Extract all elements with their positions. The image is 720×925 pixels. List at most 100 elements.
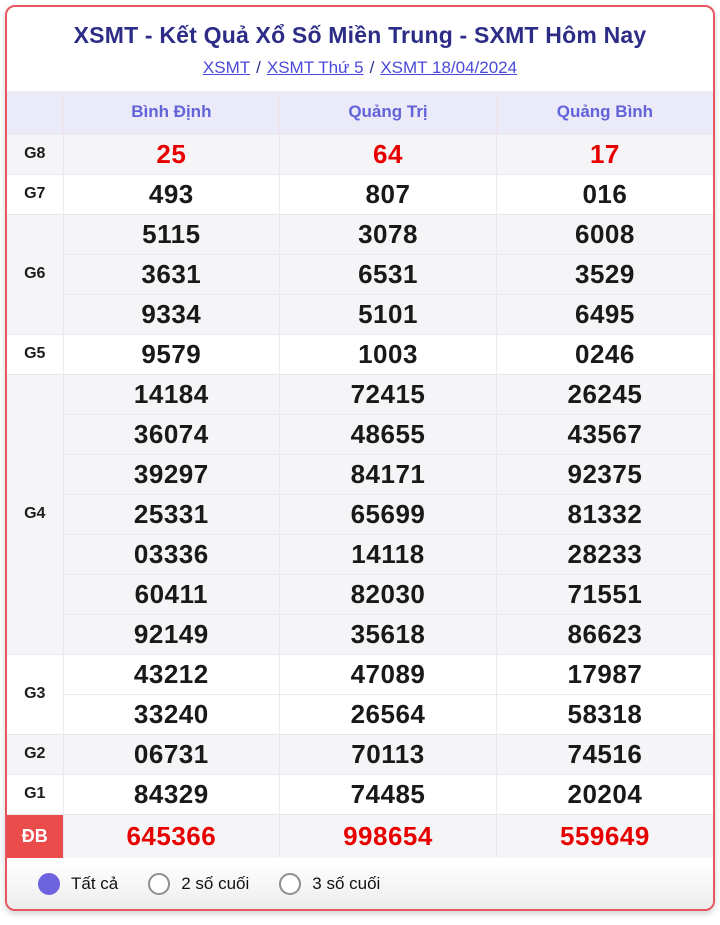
prize-value: 06731	[62, 733, 280, 774]
prize-value: 3078	[279, 213, 497, 254]
prize-value: 92149	[62, 613, 280, 654]
prize-value: 6495	[495, 293, 713, 334]
prize-value: 72415	[279, 373, 497, 414]
prize-value: 26245	[495, 373, 713, 414]
prize-value: 84171	[279, 453, 497, 494]
prize-label-g8: G8	[7, 133, 63, 174]
table-row: 9334 5101 6495	[7, 293, 713, 334]
table-row: 39297 84171 92375	[7, 453, 713, 494]
table-row: G4 14184 72415 26245	[7, 373, 713, 654]
prize-value: 14118	[279, 533, 497, 574]
table-row: 36074 48655 43567	[7, 413, 713, 454]
breadcrumb-link[interactable]: XSMT Thứ 5	[266, 58, 364, 77]
table-row: G8 25 64 17	[7, 133, 713, 174]
prize-value: 3631	[62, 253, 280, 294]
prize-value: 35618	[279, 613, 497, 654]
prize-label-g3: G3	[7, 653, 63, 734]
filter-option[interactable]: 2 số cuối	[148, 872, 250, 895]
prize-value: 48655	[279, 413, 497, 454]
filter-option-label: 3 số cuối	[312, 873, 381, 893]
prize-value: 74485	[279, 773, 497, 814]
prize-value: 58318	[495, 693, 713, 734]
prize-value: 81332	[495, 493, 713, 534]
radio-unselected-icon[interactable]	[279, 872, 302, 895]
table-row: G7 493 807 016	[7, 173, 713, 214]
prize-label-g4: G4	[7, 373, 63, 654]
prize-value: 60411	[62, 573, 280, 614]
prize-value: 493	[62, 173, 280, 214]
prize-label-g1: G1	[7, 773, 63, 814]
breadcrumb-link[interactable]: XSMT	[202, 58, 251, 77]
prize-value: 74516	[495, 733, 713, 774]
prize-value: 20204	[495, 773, 713, 814]
prize-label-column-header	[7, 91, 63, 134]
filter-options: Tất cả 2 số cuối 3 số cuối	[7, 858, 713, 909]
prize-value: 559649	[495, 813, 713, 858]
prize-value: 84329	[62, 773, 280, 814]
prize-value: 65699	[279, 493, 497, 534]
table-row: G3 43212 47089 17987	[7, 653, 713, 734]
prize-value: 64	[279, 133, 497, 174]
table-row: 33240 26564 58318	[7, 693, 713, 734]
prize-value: 6531	[279, 253, 497, 294]
column-header-2: Quảng Bình	[495, 91, 713, 134]
table-row: 3631 6531 3529	[7, 253, 713, 294]
prize-label-db: ĐB	[7, 813, 63, 858]
radio-selected-icon[interactable]	[38, 872, 60, 895]
prize-value: 3529	[495, 253, 713, 294]
prize-value: 28233	[495, 533, 713, 574]
prize-value: 5101	[279, 293, 497, 334]
page-title: XSMT - Kết Quả Xổ Số Miền Trung - SXMT H…	[73, 22, 647, 48]
breadcrumb-link[interactable]: XSMT 18/04/2024	[380, 58, 518, 77]
filter-option[interactable]: Tất cả	[38, 872, 119, 895]
lottery-results-card: XSMT - Kết Quả Xổ Số Miền Trung - SXMT H…	[5, 5, 715, 911]
prize-label-g6: G6	[7, 213, 63, 334]
prize-value: 25	[62, 133, 280, 174]
prize-value: 25331	[62, 493, 280, 534]
breadcrumb-separator: /	[369, 58, 375, 77]
radio-unselected-icon[interactable]	[148, 872, 171, 895]
prize-value: 36074	[62, 413, 280, 454]
prize-value: 92375	[495, 453, 713, 494]
table-row: 03336 14118 28233	[7, 533, 713, 574]
table-row: 25331 65699 81332	[7, 493, 713, 534]
table-row: G5 9579 1003 0246	[7, 333, 713, 374]
prize-label-g5: G5	[7, 333, 63, 374]
prize-value: 6008	[495, 213, 713, 254]
prize-value: 82030	[279, 573, 497, 614]
prize-value: 17	[495, 133, 713, 174]
column-header-0: Bình Định	[62, 91, 280, 134]
filter-option-label: 2 số cuối	[181, 873, 250, 893]
prize-value: 70113	[279, 733, 497, 774]
prize-value: 03336	[62, 533, 280, 574]
prize-value: 807	[279, 173, 497, 214]
table-row: 92149 35618 86623	[7, 613, 713, 654]
prize-value: 86623	[495, 613, 713, 654]
prize-value: 9334	[62, 293, 280, 334]
table-row: G2 06731 70113 74516	[7, 733, 713, 774]
table-row: G1 84329 74485 20204	[7, 773, 713, 814]
breadcrumb: XSMT / XSMT Thứ 5 / XSMT 18/04/2024	[7, 58, 713, 78]
prize-value: 39297	[62, 453, 280, 494]
prize-value: 26564	[279, 693, 497, 734]
table-row: 60411 82030 71551	[7, 573, 713, 614]
prize-value: 5115	[62, 213, 280, 254]
prize-value: 016	[495, 173, 713, 214]
prize-value: 33240	[62, 693, 280, 734]
filter-option[interactable]: 3 số cuối	[279, 872, 381, 895]
card-header: XSMT - Kết Quả Xổ Số Miền Trung - SXMT H…	[7, 7, 713, 78]
prize-value: 9579	[62, 333, 280, 374]
results-table: Bình Định Quảng Trị Quảng Bình G8 25 64 17 G7 4…	[7, 91, 713, 858]
prize-value: 43567	[495, 413, 713, 454]
column-header-1: Quảng Trị	[279, 91, 497, 134]
filter-option-label: Tất cả	[71, 873, 119, 893]
prize-value: 71551	[495, 573, 713, 614]
table-row: ĐB 645366 998654 559649	[7, 813, 713, 858]
prize-value: 14184	[62, 373, 280, 414]
prize-value: 47089	[279, 653, 497, 694]
prize-value: 0246	[495, 333, 713, 374]
prize-value: 17987	[495, 653, 713, 694]
table-row: G6 5115 3078 6008	[7, 213, 713, 334]
breadcrumb-separator: /	[256, 58, 261, 77]
results-table-header-row: Bình Định Quảng Trị Quảng Bình	[7, 91, 713, 134]
